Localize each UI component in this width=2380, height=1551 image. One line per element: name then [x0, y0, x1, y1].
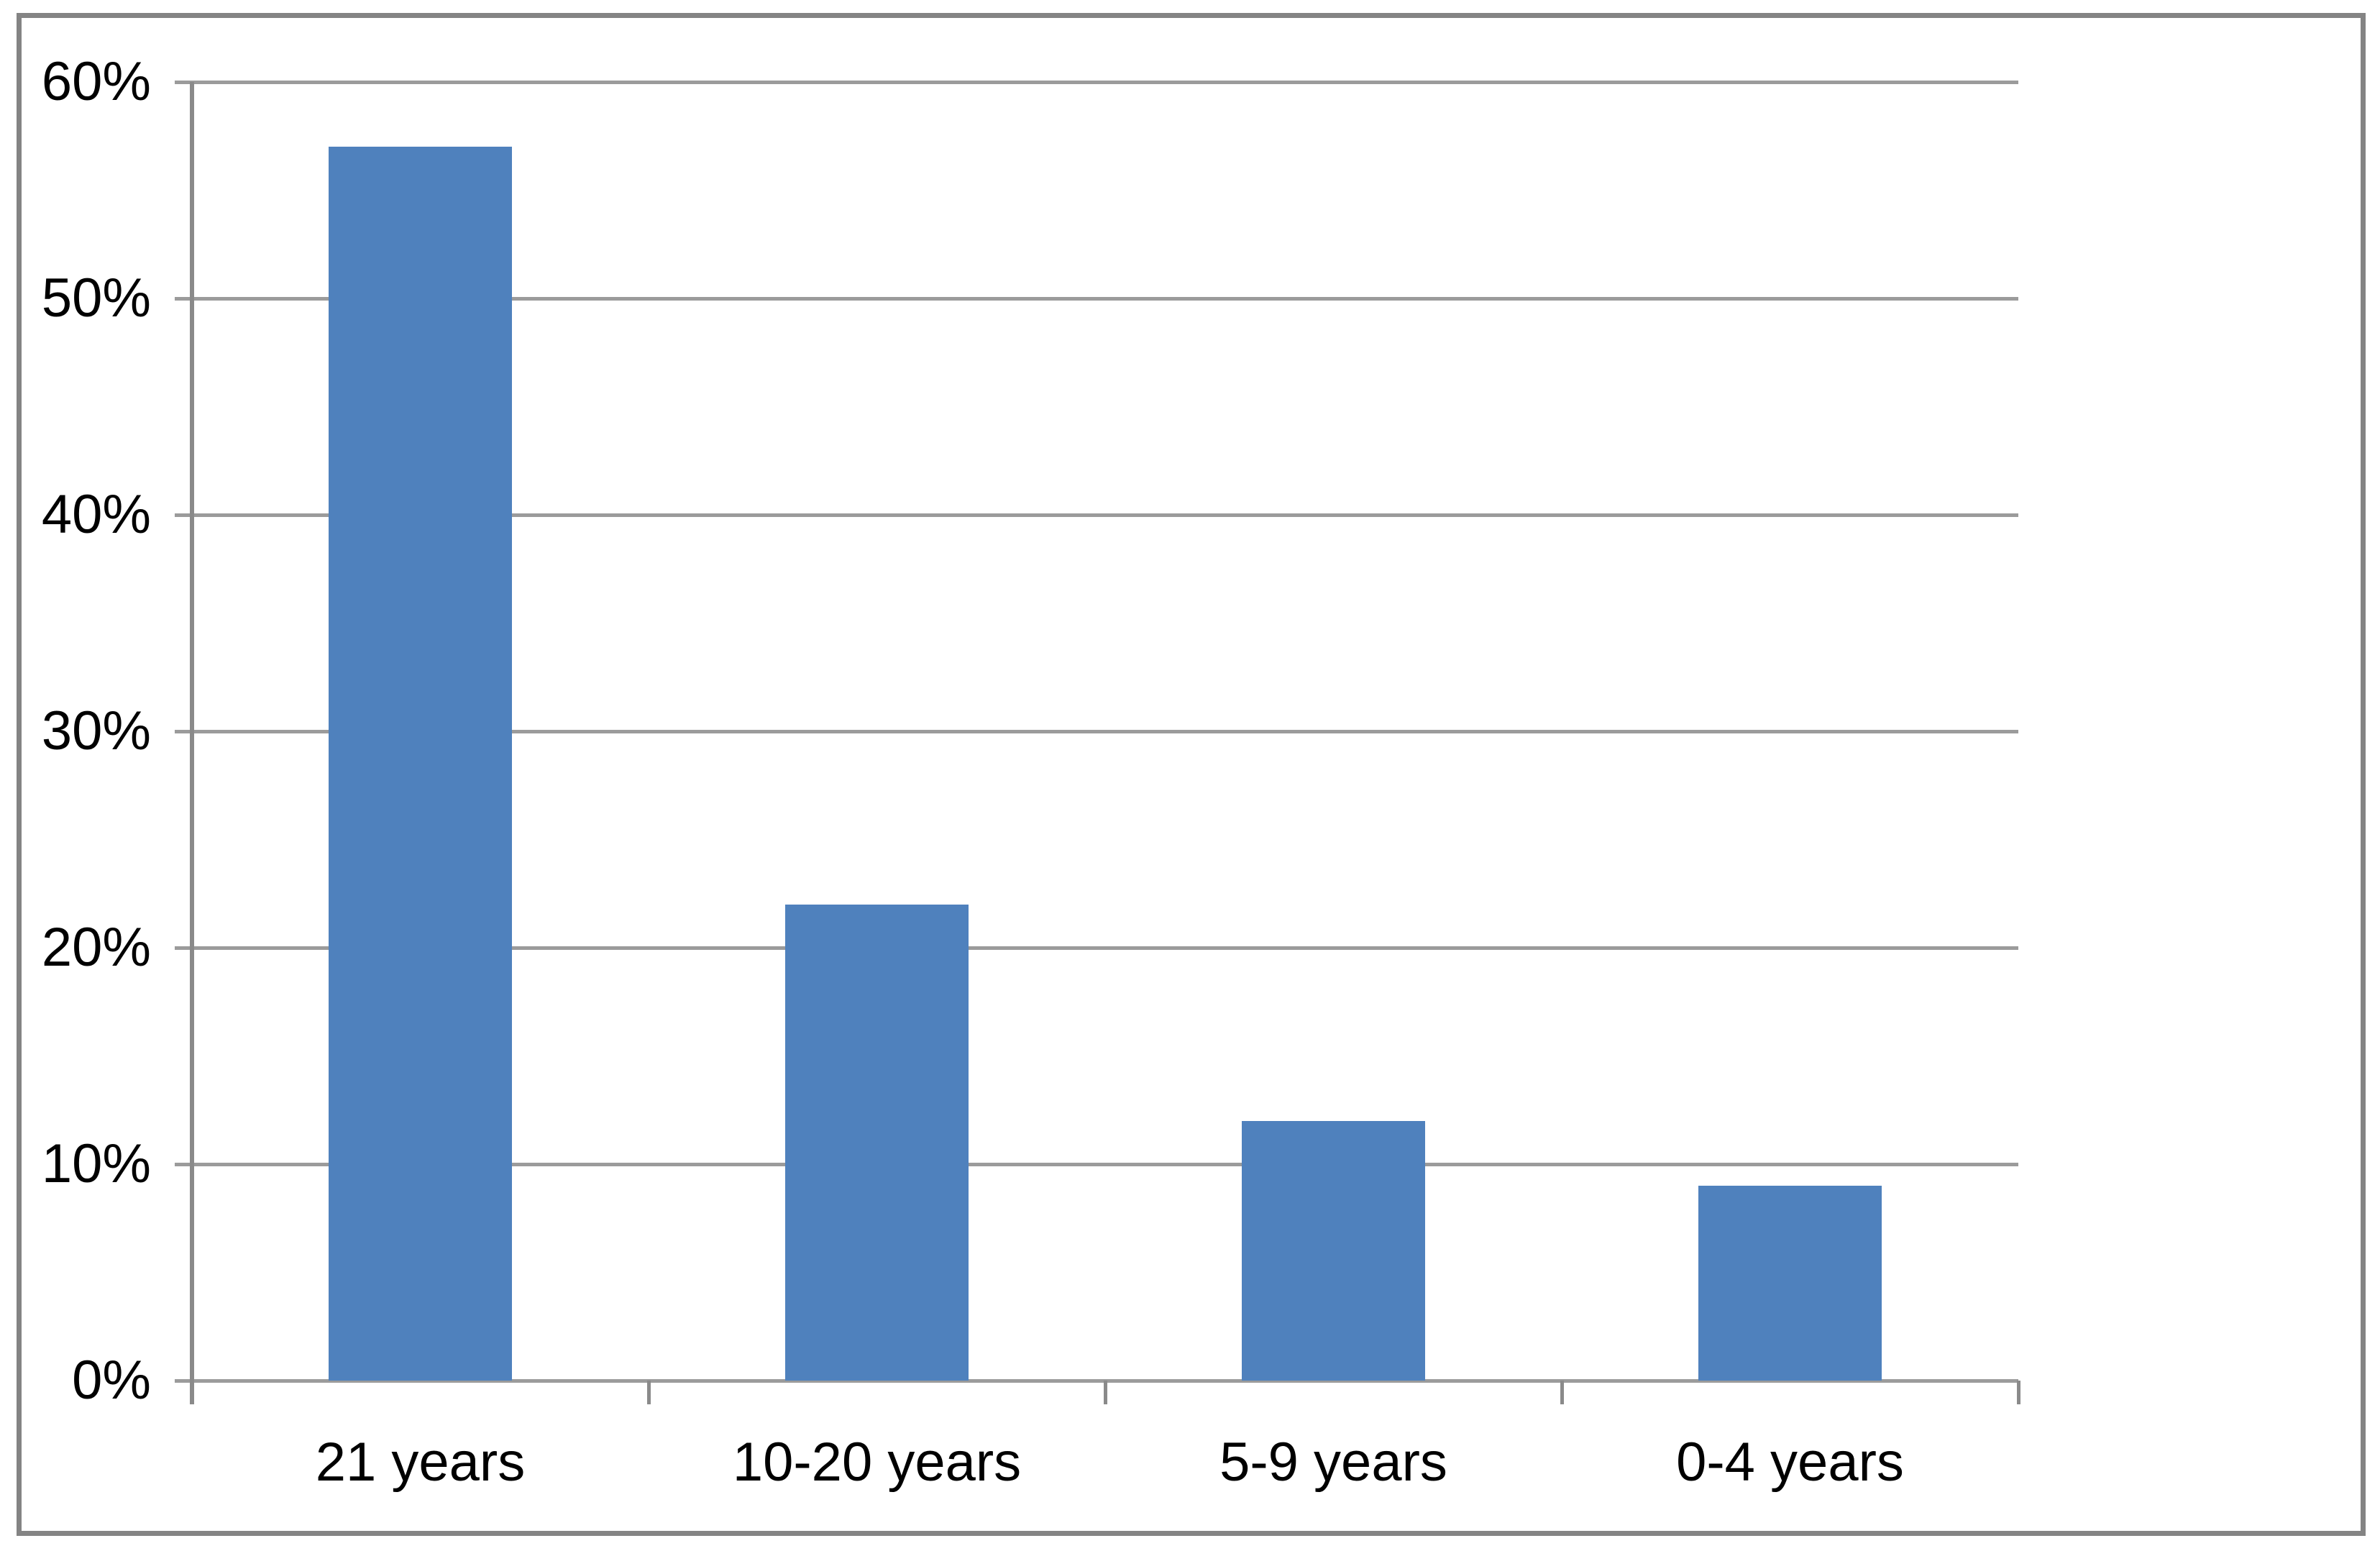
x-category-label: 10-20 years — [732, 1432, 1022, 1493]
y-tick-label: 40% — [41, 484, 151, 545]
y-tick-label: 50% — [41, 267, 151, 329]
y-tick-label: 0% — [72, 1350, 151, 1411]
gridline-50% — [175, 297, 2018, 301]
bar-10-20-years — [785, 904, 969, 1381]
x-category-label: 21 years — [315, 1432, 526, 1493]
x-tick-mark — [647, 1381, 651, 1404]
bar-0-4-years — [1698, 1186, 1882, 1381]
y-tick-label: 10% — [41, 1133, 151, 1194]
x-tick-mark — [1104, 1381, 1107, 1404]
y-tick-label: 20% — [41, 917, 151, 978]
y-tick-label: 60% — [41, 51, 151, 112]
bar-5-9-years — [1242, 1120, 1425, 1381]
gridline-60% — [175, 81, 2018, 84]
x-tick-mark — [2017, 1381, 2020, 1404]
x-tick-mark — [191, 1381, 194, 1404]
gridline-10% — [175, 1163, 2018, 1166]
x-category-label: 5-9 years — [1219, 1432, 1447, 1493]
y-tick-label: 30% — [41, 700, 151, 761]
bar-21-years — [329, 147, 512, 1381]
gridline-30% — [175, 730, 2018, 733]
gridline-20% — [175, 946, 2018, 950]
gridline-0% — [175, 1379, 2018, 1383]
x-category-label: 0-4 years — [1676, 1432, 1904, 1493]
gridline-40% — [175, 513, 2018, 517]
x-tick-mark — [1560, 1381, 1564, 1404]
y-axis-line — [190, 82, 194, 1404]
